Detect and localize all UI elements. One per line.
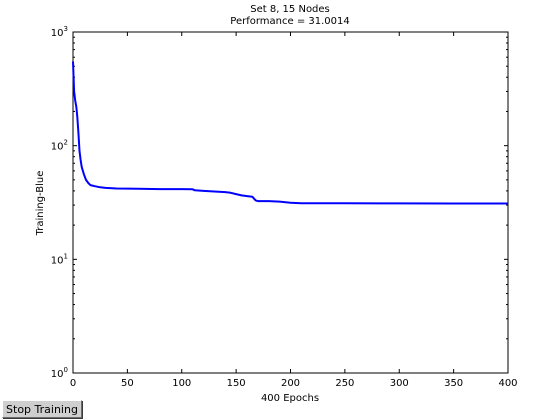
- y-tick-base: 10: [51, 369, 64, 380]
- chart-title-line-2: Performance = 31.0014: [230, 16, 349, 27]
- y-tick-label: 102: [51, 139, 68, 153]
- y-tick-base: 10: [51, 28, 64, 39]
- x-tick-label: 200: [281, 378, 300, 389]
- x-tick-label: 0: [70, 378, 76, 389]
- y-tick-label: 101: [51, 252, 68, 266]
- x-tick-label: 300: [390, 378, 409, 389]
- x-axis-ticks: 0 50 100 150 200 250 300 350 400: [70, 32, 518, 389]
- x-tick-label: 50: [121, 378, 134, 389]
- x-tick-label: 250: [335, 378, 354, 389]
- chart-title-line-1: Set 8, 15 Nodes: [250, 4, 330, 15]
- y-tick-base: 10: [51, 255, 64, 266]
- x-tick-label: 150: [227, 378, 246, 389]
- y-axis-label: Training-Blue: [35, 171, 46, 237]
- y-tick-exponent: 0: [64, 366, 68, 374]
- x-axis-label: 400 Epochs: [261, 393, 319, 404]
- y-tick-exponent: 3: [64, 25, 68, 33]
- y-tick-label: 103: [51, 25, 68, 39]
- x-tick-label: 100: [172, 378, 191, 389]
- y-tick-exponent: 2: [64, 139, 68, 147]
- stop-training-button[interactable]: Stop Training: [2, 400, 82, 418]
- y-tick-base: 10: [51, 142, 64, 153]
- x-tick-label: 350: [444, 378, 463, 389]
- x-tick-label: 400: [498, 378, 517, 389]
- y-tick-label: 100: [51, 366, 68, 380]
- series-line-training: [72, 61, 508, 205]
- y-tick-exponent: 1: [64, 252, 68, 260]
